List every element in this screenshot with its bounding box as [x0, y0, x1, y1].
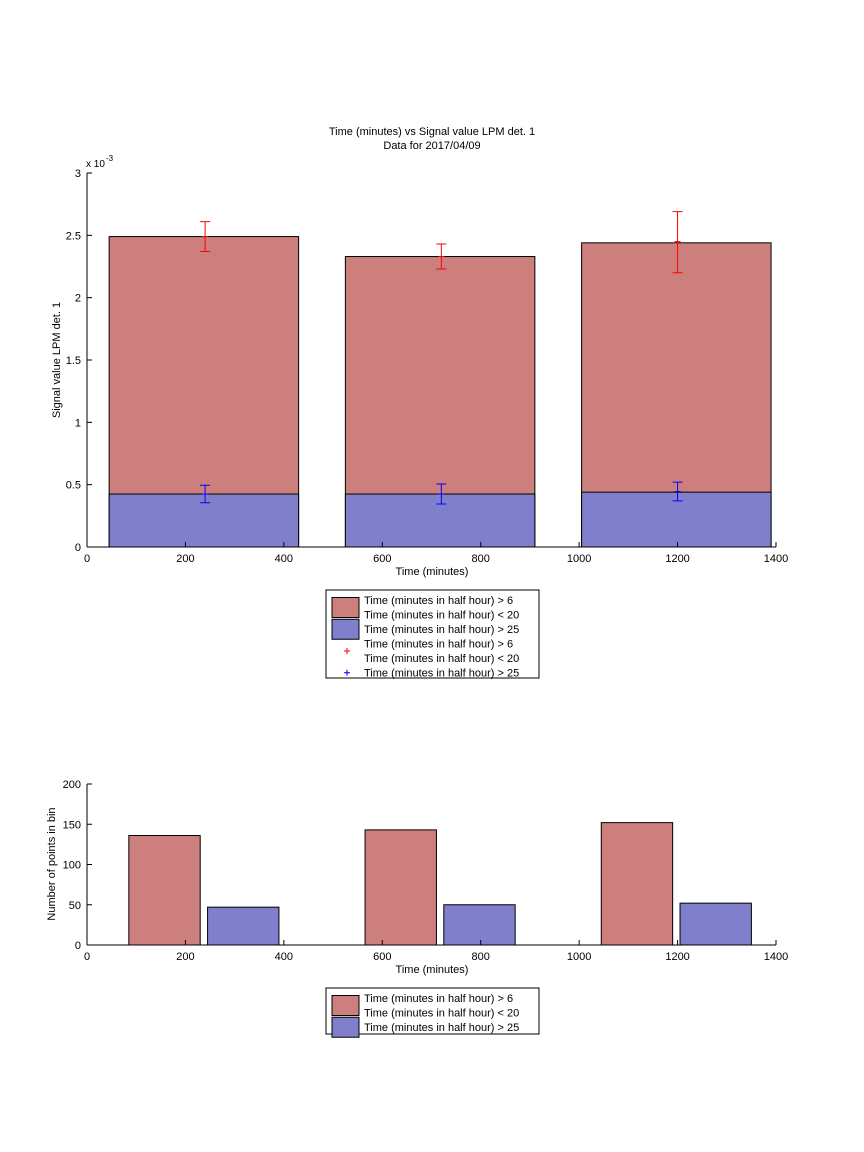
legend-marker [344, 648, 350, 654]
x-tick-label: 800 [472, 951, 490, 963]
legend-patch [331, 995, 360, 1016]
y-tick-label: 100 [63, 860, 81, 872]
y-axis-exponent: x 10 -3 [86, 154, 114, 170]
legend: Time (minutes in half hour) > 6 Time (min… [325, 987, 540, 1038]
legend: Time (minutes in half hour) > 6 Time (min… [325, 589, 540, 680]
legend-label: Time (minutes in half hour) > 6 [364, 993, 513, 1005]
y-tick-label: 0.5 [66, 480, 81, 492]
y-tick-label: 1.5 [66, 355, 81, 367]
x-tick-label: 400 [275, 553, 293, 565]
bar [108, 493, 300, 548]
bar [364, 829, 437, 946]
y-tick-label: 0 [75, 542, 81, 554]
y-exponent-power: -3 [106, 154, 114, 163]
legend-patch [331, 597, 360, 618]
bar [128, 835, 201, 946]
chart-title: Time (minutes) vs Signal value LPM det. … [329, 126, 535, 138]
x-tick-label: 1400 [764, 553, 788, 565]
legend-label: Time (minutes in half hour) < 20 [364, 610, 519, 622]
y-tick-label: 0 [75, 940, 81, 952]
x-tick-label: 200 [176, 553, 194, 565]
legend-label: Time (minutes in half hour) > 25 [364, 1022, 519, 1034]
y-tick-label: 50 [69, 900, 81, 912]
legend-label: Time (minutes in half hour) < 20 [364, 1008, 519, 1020]
x-tick-label: 600 [373, 951, 391, 963]
x-tick-label: 600 [373, 553, 391, 565]
legend-patch [331, 1016, 360, 1038]
x-tick-label: 200 [176, 951, 194, 963]
x-tick-label: 1000 [567, 951, 591, 963]
legend-box [325, 589, 540, 679]
x-tick-label: 800 [472, 553, 490, 565]
legend-label: Time (minutes in half hour) > 6 [364, 639, 513, 651]
y-exponent-base: x 10 [86, 159, 105, 170]
y-tick-label: 200 [63, 779, 81, 791]
error-bar [436, 243, 447, 270]
bar [679, 902, 752, 946]
x-tick-label: 1400 [764, 951, 788, 963]
bar [443, 904, 516, 946]
x-axis-label: Time (minutes) [396, 566, 469, 578]
x-tick-label: 1000 [567, 553, 591, 565]
y-tick-label: 1 [75, 417, 81, 429]
x-tick-label: 400 [275, 951, 293, 963]
legend-label: Time (minutes in half hour) > 25 [364, 668, 519, 680]
legend-label: Time (minutes in half hour) < 20 [364, 653, 519, 665]
y-tick-label: 2.5 [66, 230, 81, 242]
legend-box [325, 987, 540, 1035]
bar [600, 822, 674, 946]
y-axis-label: Number of points in bin [46, 807, 58, 920]
signal-chart: Time (minutes) vs Signal value LPM det. … [51, 126, 788, 680]
error-bar [200, 484, 211, 504]
x-axis-label: Time (minutes) [396, 964, 469, 976]
bar [344, 493, 536, 548]
bar [207, 906, 280, 946]
y-tick-label: 2 [75, 293, 81, 305]
error-bar [672, 481, 683, 502]
legend-patch [331, 618, 360, 640]
plot-area: 0 200 400 600 800 1000 1200 1400 0 50 100 150 200 [63, 779, 789, 963]
y-axis-label: Signal value LPM det. 1 [51, 302, 63, 418]
error-bar [436, 483, 447, 505]
plot-area: 0 200 400 600 800 1000 1200 1400 0 0.5 1 1.5 2 2.5 3 [66, 168, 789, 565]
x-tick-label: 1200 [665, 553, 689, 565]
y-tick-label: 3 [75, 168, 81, 180]
y-tick-label: 150 [63, 819, 81, 831]
error-bar [200, 221, 211, 253]
x-tick-label: 1200 [665, 951, 689, 963]
chart-subtitle: Data for 2017/04/09 [383, 140, 480, 152]
legend-label: Time (minutes in half hour) > 6 [364, 595, 513, 607]
legend-marker [344, 669, 350, 676]
x-tick-label: 0 [84, 553, 90, 565]
x-tick-label: 0 [84, 951, 90, 963]
legend-label: Time (minutes in half hour) > 25 [364, 624, 519, 636]
count-chart: 0 200 400 600 800 1000 1200 1400 0 50 100 150 200 Ti… [46, 779, 789, 1038]
error-bar [672, 211, 683, 274]
